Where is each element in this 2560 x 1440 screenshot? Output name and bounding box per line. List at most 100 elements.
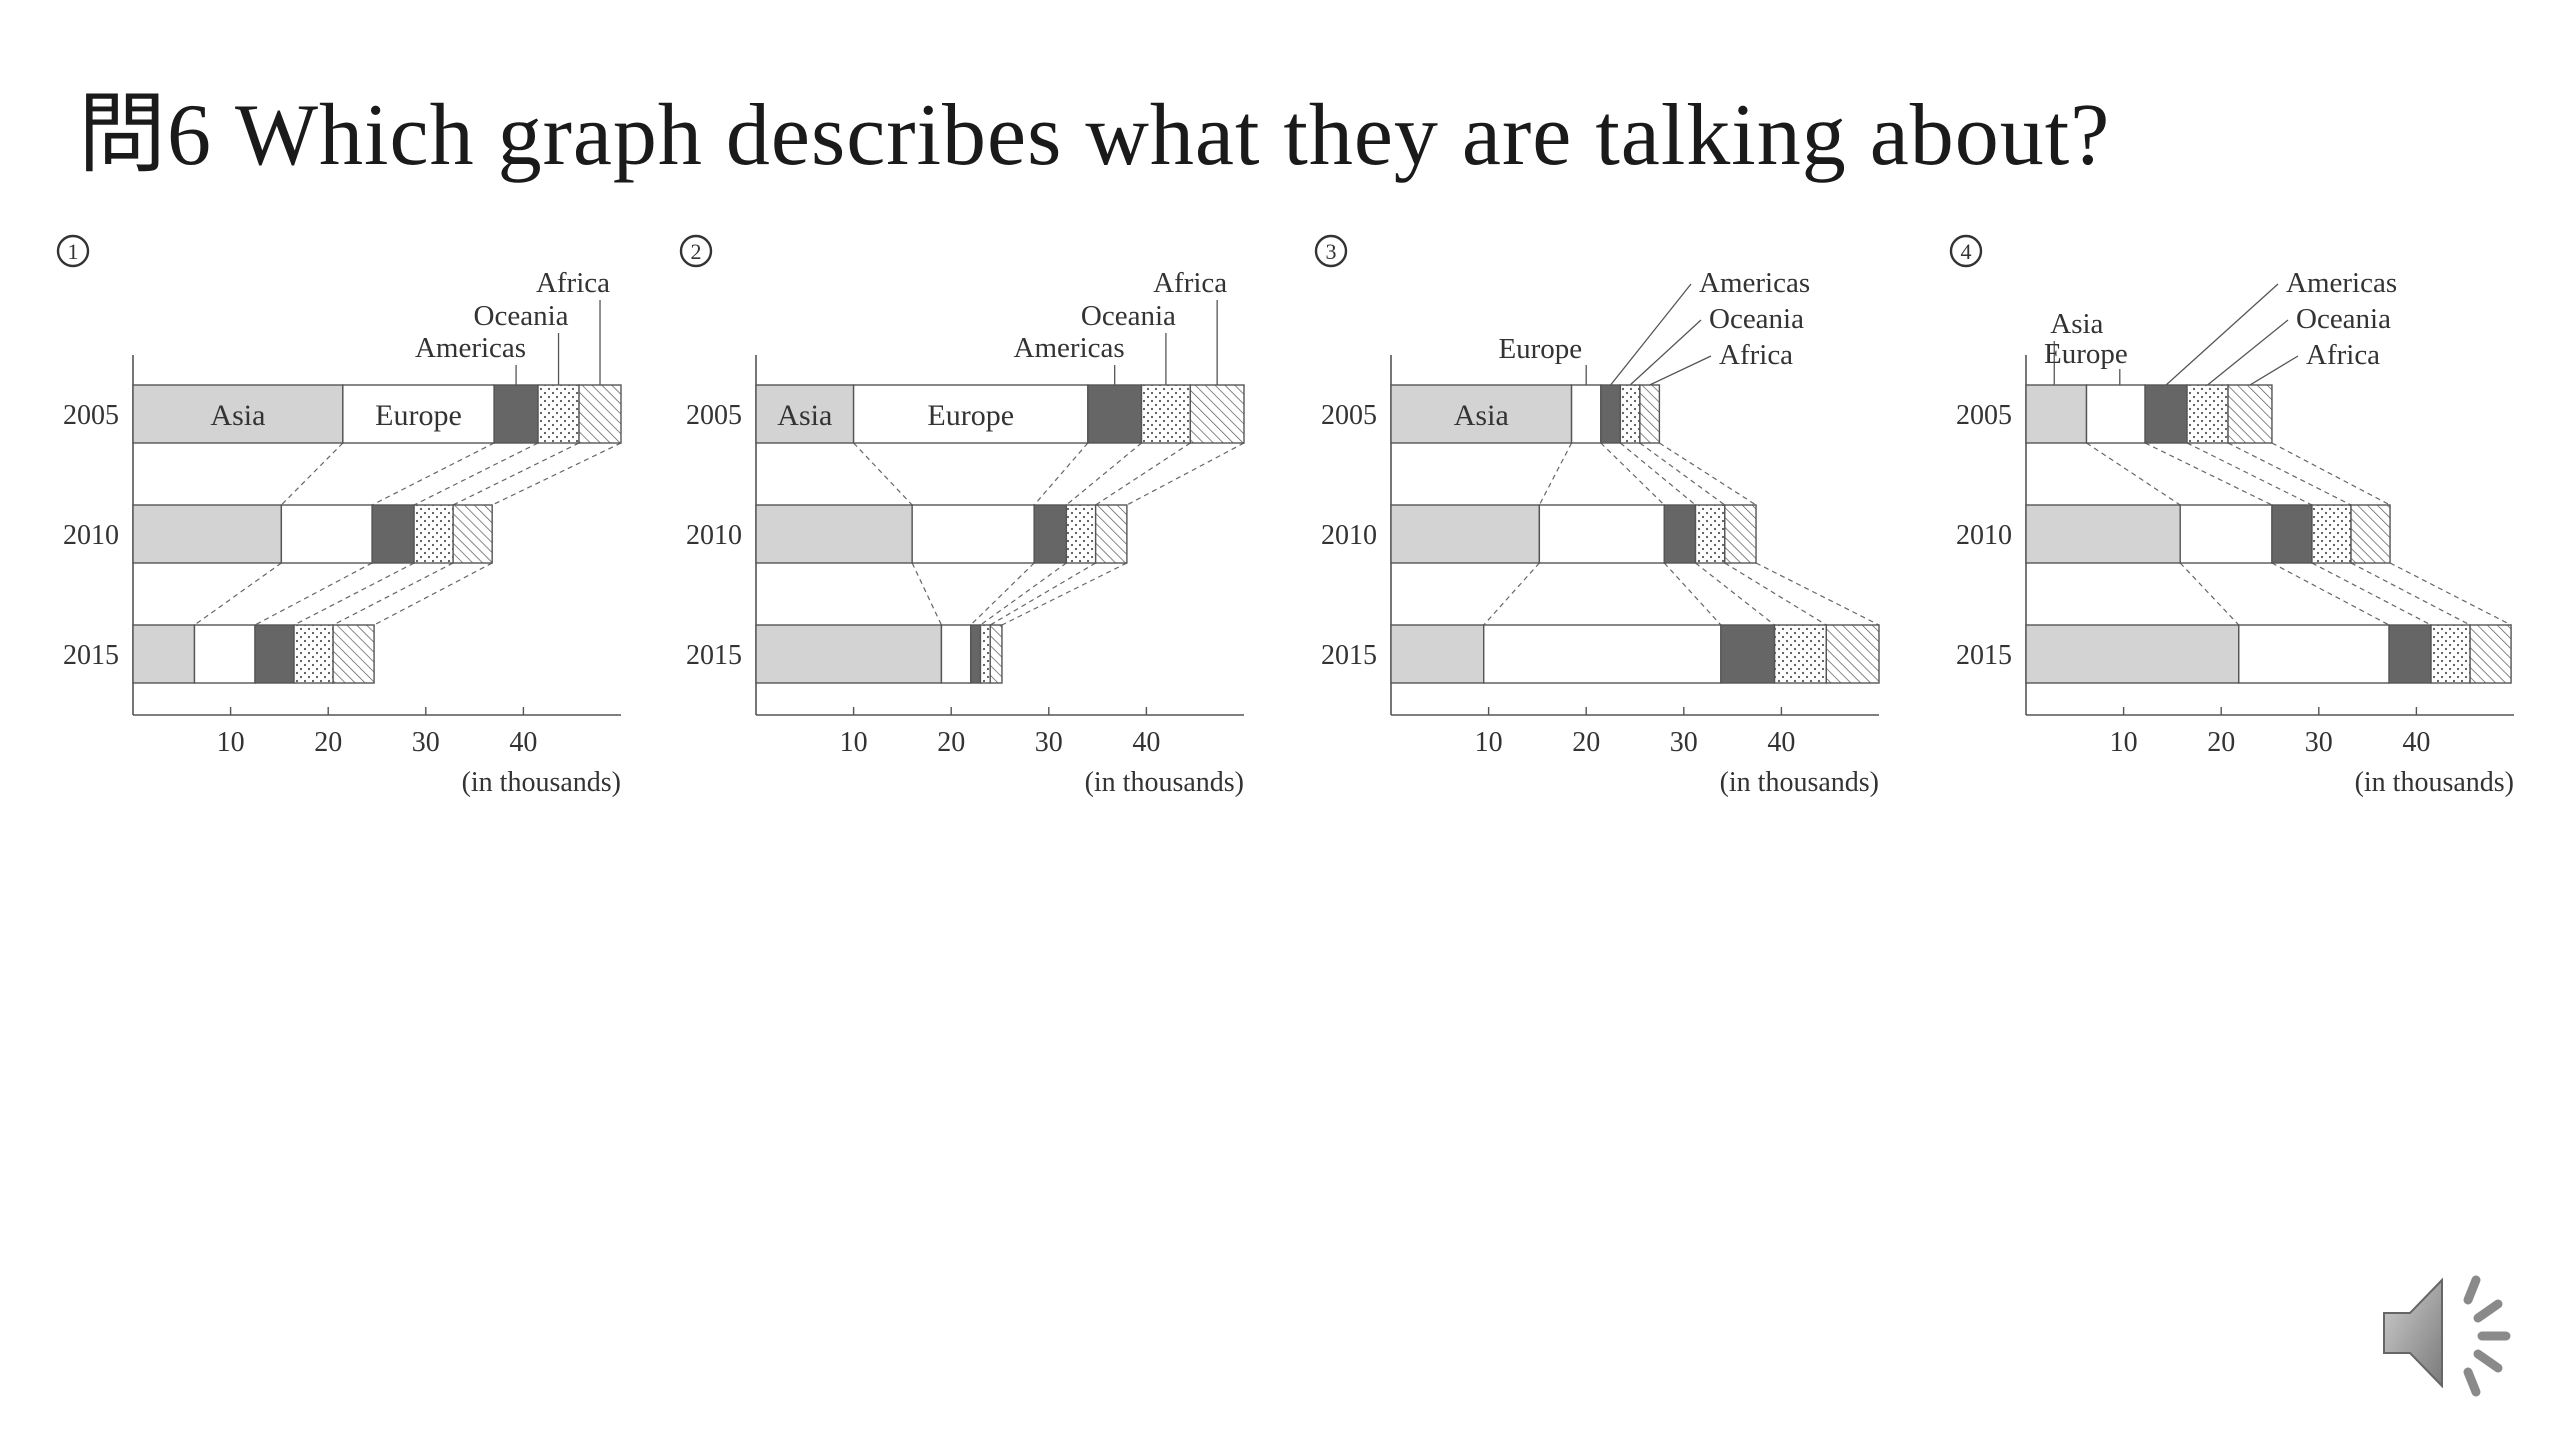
connector-line [1065,442,1142,506]
y-tick-label: 2010 [63,520,119,551]
bar-segment-asia [132,384,344,444]
choice-number: 3 [1326,239,1337,264]
callout-label-oceania: Oceania [2296,303,2391,335]
connector-line [293,562,415,626]
callout-leader [2249,355,2299,386]
connector-line [911,562,942,626]
bar-segment-asia [2025,504,2181,564]
bar-segment-europe [2238,624,2390,684]
bar-segment-oceania [293,624,334,684]
callout-label-africa: Africa [1153,267,1227,299]
connector-line [2227,442,2352,506]
x-axis-label: (in thousands) [1085,767,1244,798]
x-tick-label: 10 [840,727,868,758]
bar-segment-americas [493,384,539,444]
callout-leader [2207,319,2289,386]
bar-segment-africa [2227,384,2273,444]
connector-line [2086,442,2181,506]
bar-segment-americas [2144,384,2188,444]
bar-segment-europe [911,504,1035,564]
slide-title: 問6 Which graph describes what they are t… [78,87,2111,184]
connector-line [2389,562,2512,626]
choice-marker-3: 3 [1314,234,1348,268]
bar-segment-europe [2085,384,2146,444]
bar-segment-oceania [1773,624,1827,684]
connector-line [254,562,373,626]
y-tick-label: 2015 [1956,640,2012,671]
y-tick-label: 2010 [1956,520,2012,551]
bar-label-asia: Asia [210,399,265,432]
y-tick-label: 2005 [63,400,119,431]
connector-line [1001,562,1128,626]
chart-panel-1: 1 10 20 30 40 (in thousands) 2005 2010 2015 Asia… [55,215,695,835]
y-tick-label: 2005 [686,400,742,431]
callout-label-africa: Africa [2306,339,2380,371]
connector-line [2144,442,2273,506]
connector-line [280,442,344,506]
x-axis-label: (in thousands) [2355,767,2514,798]
choice-marker-1: 1 [56,234,90,268]
bar-segment-oceania [979,624,991,684]
y-tick-label: 2015 [1321,640,1377,671]
bar-segment-africa [989,624,1003,684]
bar-segment-americas [1033,504,1068,564]
connector-line [1639,442,1726,506]
y-tick-label: 2010 [1321,520,1377,551]
connector-line [2271,442,2391,506]
callout-leader [1610,283,1692,386]
x-tick-label: 40 [2402,727,2430,758]
bar-segment-americas [970,624,982,684]
chart-panel-2: 2 10 20 30 40 (in thousands) 2005 2010 2015 Asia… [678,215,1318,835]
bar-segment-europe [940,624,972,684]
x-tick-label: 20 [1572,727,1600,758]
y-tick-label: 2010 [686,520,742,551]
connector-line [1538,442,1573,506]
callout-leader [2165,283,2279,386]
bar-segment-oceania [413,504,454,564]
y-tick-label: 2005 [1321,400,1377,431]
callout-label-americas: Americas [415,332,526,364]
x-tick-label: 20 [2207,727,2235,758]
bar-segment-africa [452,504,493,564]
bar-segment-africa [1825,624,1880,684]
choice-number: 1 [68,239,79,264]
choice-marker-4: 4 [1949,234,1983,268]
bar-segment-africa [1724,504,1757,564]
bar-segment-europe [2179,504,2273,564]
bar-segment-americas [1720,624,1776,684]
connector-line [371,442,495,506]
bar-segment-americas [1663,504,1697,564]
x-tick-label: 10 [217,727,245,758]
connector-line [1724,562,1827,626]
x-tick-label: 40 [509,727,537,758]
bar-segment-asia [2025,384,2088,444]
speaker-icon[interactable] [2370,1258,2520,1408]
callout-label-oceania: Oceania [1709,303,1804,335]
x-tick-label: 30 [1035,727,1063,758]
callout-label-oceania: Oceania [1081,300,1176,332]
x-tick-label: 10 [1475,727,1503,758]
bar-segment-oceania [1140,384,1192,444]
callout-label-americas: Americas [2286,267,2397,299]
bar-segment-europe [1570,384,1602,444]
connector-line [980,562,1067,626]
x-tick-label: 40 [1767,727,1795,758]
bar-segment-asia [132,624,196,684]
connector-line [970,562,1035,626]
y-tick-label: 2015 [63,640,119,671]
connector-line [452,442,580,506]
bar-segment-oceania [2311,504,2352,564]
bar-segment-americas [1600,384,1622,444]
x-tick-label: 30 [2305,727,2333,758]
bar-segment-americas [2388,624,2432,684]
bar-label-europe: Europe [375,399,462,432]
connector-line [2271,562,2390,626]
bar-segment-europe [280,504,373,564]
callout-label-africa: Africa [536,267,610,299]
bar-segment-oceania [1065,504,1097,564]
connector-line [1659,442,1757,506]
choice-number: 4 [1961,239,1972,264]
connector-line [1095,442,1191,506]
bar-segment-americas [254,624,295,684]
y-tick-label: 2015 [686,640,742,671]
